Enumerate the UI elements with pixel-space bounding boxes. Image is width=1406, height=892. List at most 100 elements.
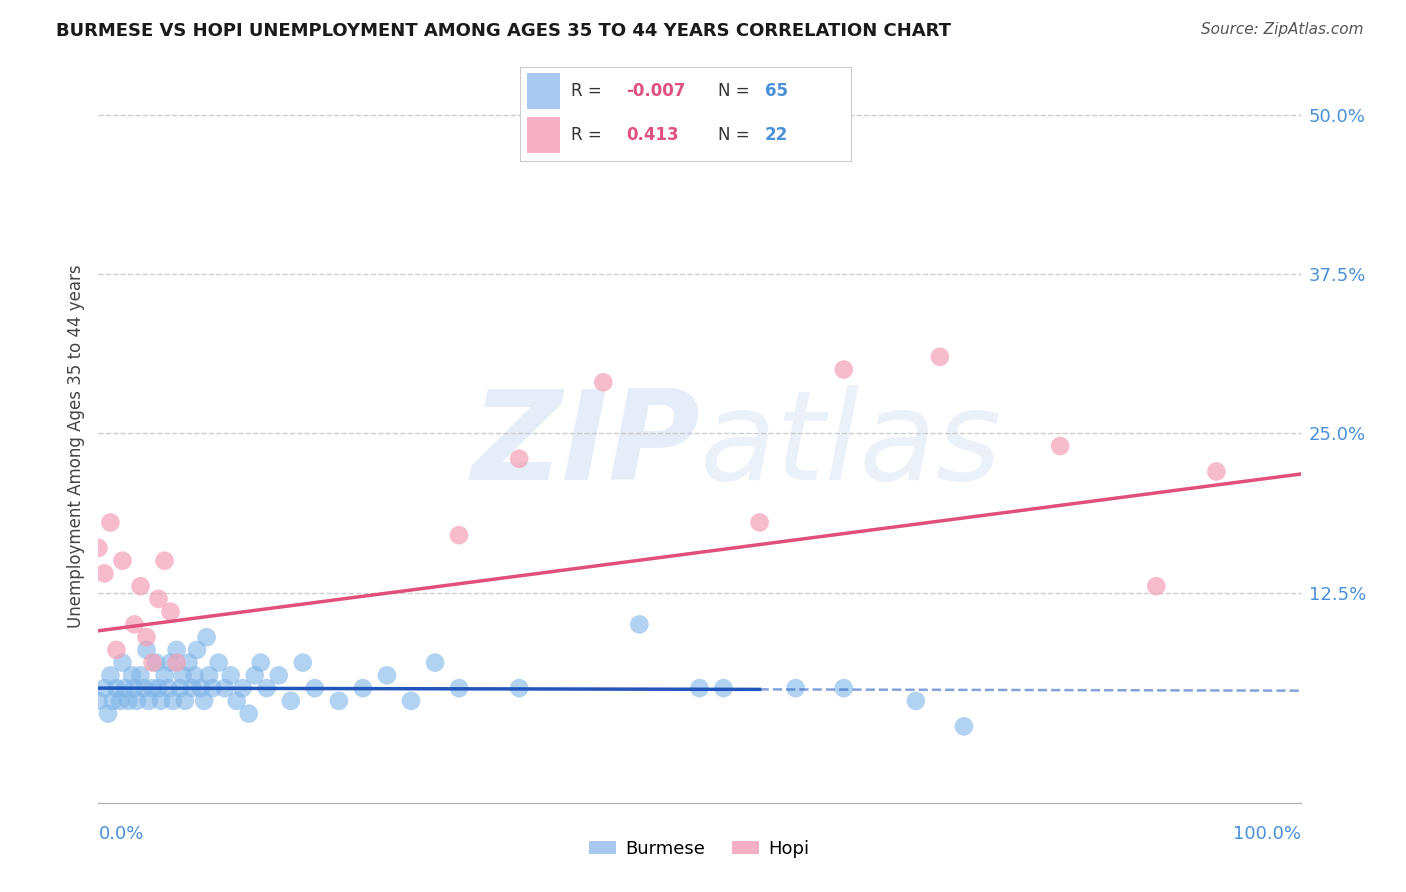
Point [832,681,855,695]
Point [190,681,212,695]
Point [219,668,242,682]
Point [447,681,470,695]
Point [508,451,530,466]
Text: Source: ZipAtlas.com: Source: ZipAtlas.com [1201,22,1364,37]
Point [183,668,205,682]
Point [238,706,260,721]
Point [1144,579,1167,593]
Point [328,694,350,708]
Point [1049,439,1071,453]
Point [225,694,247,708]
Point [157,681,180,695]
Point [117,694,139,708]
Point [129,579,152,593]
Bar [527,118,560,153]
Point [153,554,176,568]
Point [108,694,131,708]
Point [352,681,374,695]
Point [186,643,208,657]
Point [198,668,221,682]
Point [304,681,326,695]
Point [249,656,271,670]
Point [208,656,231,670]
Point [785,681,807,695]
Point [174,694,197,708]
Point [177,656,200,670]
Point [121,668,143,682]
Point [399,694,422,708]
Legend: Burmese, Hopi: Burmese, Hopi [582,833,817,865]
Point [166,643,188,657]
Point [214,681,236,695]
Point [423,656,446,670]
Point [169,681,191,695]
Point [100,668,122,682]
Point [101,694,124,708]
Point [162,694,184,708]
Point [124,681,146,695]
Point [159,656,181,670]
Point [138,694,160,708]
Point [87,694,110,708]
Point [688,681,710,695]
Text: N =: N = [718,82,749,100]
Text: 22: 22 [765,127,787,145]
Point [135,643,157,657]
Point [149,694,172,708]
Point [256,681,278,695]
Y-axis label: Unemployment Among Ages 35 to 44 years: Unemployment Among Ages 35 to 44 years [66,264,84,628]
Text: atlas: atlas [699,385,1001,507]
Text: N =: N = [718,127,749,145]
Point [280,694,302,708]
Point [628,617,651,632]
Point [153,668,176,682]
Point [172,668,194,682]
Point [201,681,224,695]
Text: 100.0%: 100.0% [1233,825,1301,843]
Point [135,630,157,644]
Point [243,668,266,682]
Point [148,681,170,695]
Point [291,656,314,670]
Point [232,681,254,695]
Point [195,630,218,644]
Point [114,681,136,695]
Text: ZIP: ZIP [471,385,699,507]
Text: BURMESE VS HOPI UNEMPLOYMENT AMONG AGES 35 TO 44 YEARS CORRELATION CHART: BURMESE VS HOPI UNEMPLOYMENT AMONG AGES … [56,22,952,40]
Point [97,706,120,721]
Point [148,591,170,606]
Point [105,643,128,657]
Point [267,668,290,682]
Point [904,694,927,708]
Point [141,681,163,695]
Point [592,376,614,390]
Bar [527,73,560,109]
Point [1205,465,1227,479]
Point [928,350,950,364]
Point [124,617,146,632]
Text: R =: R = [571,127,602,145]
Point [129,668,152,682]
Point [87,541,110,555]
Point [193,694,215,708]
Point [953,719,976,733]
Point [375,668,398,682]
Point [145,656,167,670]
Point [447,528,470,542]
Point [125,694,148,708]
Text: R =: R = [571,82,602,100]
Point [93,566,115,581]
Text: 65: 65 [765,82,787,100]
Point [713,681,735,695]
Point [132,681,155,695]
Point [105,681,128,695]
Text: 0.0%: 0.0% [98,825,143,843]
Point [100,516,122,530]
Point [111,554,134,568]
Point [748,516,770,530]
Point [93,681,115,695]
Point [166,656,188,670]
Point [508,681,530,695]
Point [111,656,134,670]
Text: 0.413: 0.413 [626,127,679,145]
